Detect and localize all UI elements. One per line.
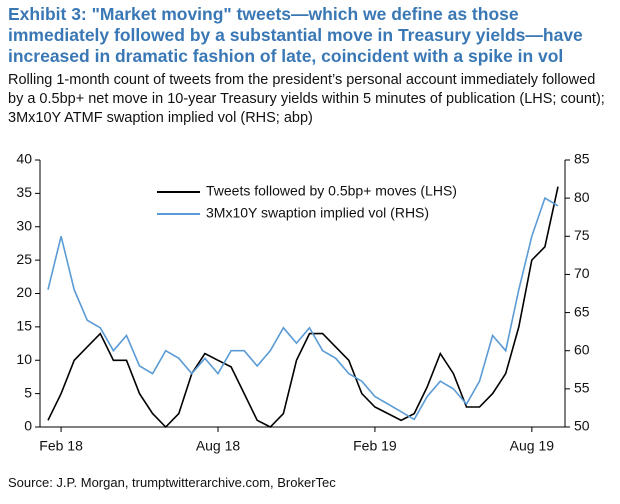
y2-tick-label: 75 <box>574 227 590 243</box>
y2-tick-label: 65 <box>574 303 590 319</box>
y2-tick-label: 50 <box>574 418 590 434</box>
chart: 0 5 10 15 20 25 30 35 40 50 55 60 65 70 75 80 85 Feb 18 Au… <box>16 151 590 454</box>
y2-tick-label: 85 <box>574 151 590 167</box>
y-tick-label: 0 <box>24 418 32 434</box>
y2-tick-label: 60 <box>574 341 590 357</box>
y-tick-label: 15 <box>16 318 32 334</box>
x-tick-label: Feb 18 <box>39 438 83 454</box>
source-note: Source: J.P. Morgan, trumptwitterarchive… <box>8 475 336 490</box>
x-tick-label: Aug 18 <box>196 438 241 454</box>
y-tick-label: 5 <box>24 384 32 400</box>
y2-tick-label: 80 <box>574 189 590 205</box>
series-line <box>47 186 559 429</box>
y-tick-label: 20 <box>16 284 32 300</box>
legend-label: 3Mx10Y swaption implied vol (RHS) <box>206 205 429 221</box>
legend-label: Tweets followed by 0.5bp+ moves (LHS) <box>206 183 457 199</box>
y2-tick-label: 55 <box>574 380 590 396</box>
chart-subtitle: Rolling 1-month count of tweets from the… <box>8 72 605 126</box>
series-line <box>47 196 559 421</box>
y2-tick-label: 70 <box>574 265 590 281</box>
y-tick-label: 30 <box>16 217 32 233</box>
y-tick-label: 10 <box>16 351 32 367</box>
chart-title: Exhibit 3: "Market moving" tweets—which … <box>8 4 583 66</box>
y-tick-label: 25 <box>16 251 32 267</box>
y-tick-label: 35 <box>16 184 32 200</box>
x-tick-label: Feb 19 <box>353 438 397 454</box>
x-tick-label: Aug 19 <box>510 438 555 454</box>
y-tick-label: 40 <box>16 151 32 167</box>
